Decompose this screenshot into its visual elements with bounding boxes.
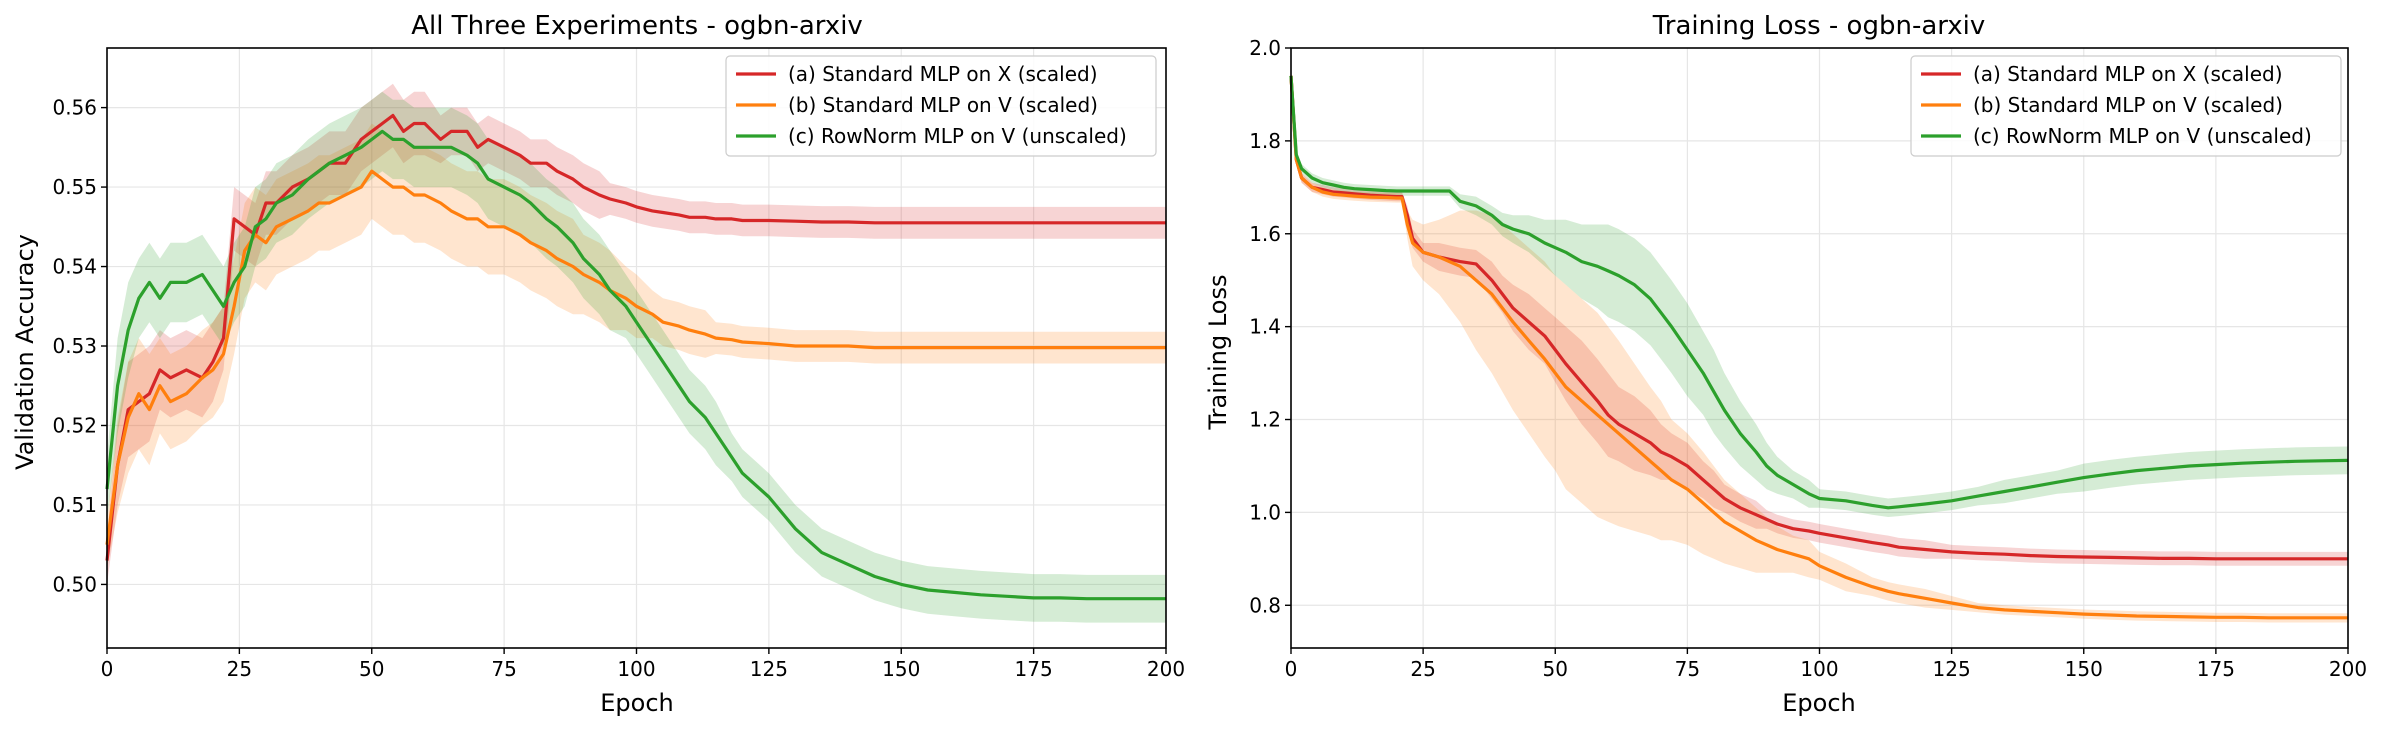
x-tick-label: 125 [750,657,788,681]
chart-title: All Three Experiments - ogbn-arxiv [411,11,863,41]
x-tick-label: 175 [1015,657,1053,681]
series-bands [1291,71,2348,623]
x-tick-label: 50 [359,657,384,681]
x-axis-ticks: 0 25 50 75 100 125 150 175 200 [1285,648,2367,681]
y-tick-label: 1.6 [1249,222,1281,246]
series-lines [1289,75,2349,620]
x-tick-label: 100 [1800,657,1838,681]
x-tick-label: 0 [101,657,114,681]
series-band [1291,71,2348,517]
y-axis-ticks: 0.8 1.0 1.2 1.4 1.6 1.8 2.0 [1249,36,1291,617]
x-tick-label: 75 [491,657,516,681]
series-line [105,113,1166,561]
x-tick-label: 50 [1543,657,1568,681]
x-tick-label: 125 [1933,657,1971,681]
legend: (a) Standard MLP on X (scaled) (b) Standa… [1910,55,2342,157]
y-axis-label: Validation Accuracy [11,234,39,470]
y-tick-label: 1.2 [1249,408,1281,432]
x-tick-label: 200 [1147,657,1185,681]
x-tick-label: 100 [617,657,655,681]
y-tick-label: 0.54 [52,255,97,279]
series-band [107,83,1166,585]
series-lines [105,113,1166,601]
chart-title: Training Loss - ogbn-arxiv [1652,11,1986,41]
series-line [1289,75,2348,620]
y-axis-ticks: 0.50 0.51 0.52 0.53 0.54 0.55 0.56 [52,96,107,596]
legend-label: (c) RowNorm MLP on V (unscaled) [1973,124,2312,148]
y-tick-label: 1.0 [1249,500,1281,524]
y-tick-label: 0.53 [52,334,97,358]
x-axis-label: Epoch [1782,689,1856,717]
legend-label: (b) Standard MLP on V (scaled) [788,93,1098,117]
x-axis-label: Epoch [600,689,674,717]
x-tick-label: 150 [2065,657,2103,681]
y-tick-label: 0.56 [52,96,97,120]
series-line [105,129,1166,601]
x-axis-ticks: 0 25 50 75 100 125 150 175 200 [101,648,1185,681]
series-band [1291,71,2348,623]
legend-label: (a) Standard MLP on X (scaled) [788,62,1098,86]
legend-box [1910,55,2342,157]
y-tick-label: 0.52 [52,413,97,437]
accuracy-chart: All Three Experiments - ogbn-arxiv 0 25 50… [11,11,1185,717]
legend-label: (c) RowNorm MLP on V (unscaled) [788,124,1127,148]
legend-box [725,55,1157,157]
series-line [1289,75,2349,510]
series-line [105,169,1166,545]
y-tick-label: 1.4 [1249,315,1281,339]
x-tick-label: 200 [2329,657,2367,681]
y-axis-label: Training Loss [1204,275,1232,431]
y-tick-label: 2.0 [1249,36,1281,60]
x-tick-label: 175 [2197,657,2235,681]
y-tick-label: 1.8 [1249,129,1281,153]
x-tick-label: 25 [1410,657,1435,681]
y-tick-label: 0.55 [52,175,97,199]
x-tick-label: 0 [1285,657,1298,681]
y-tick-label: 0.8 [1249,593,1281,617]
loss-chart: Training Loss - ogbn-arxiv 0 25 50 75 100 125… [1204,11,2367,717]
x-tick-label: 150 [882,657,920,681]
legend-label: (a) Standard MLP on X (scaled) [1973,62,2283,86]
y-tick-label: 0.50 [52,572,97,596]
legend: (a) Standard MLP on X (scaled) (b) Standa… [725,55,1157,157]
x-tick-label: 75 [1675,657,1700,681]
x-tick-label: 25 [227,657,252,681]
legend-label: (b) Standard MLP on V (scaled) [1973,93,2283,117]
y-tick-label: 0.51 [52,493,97,517]
